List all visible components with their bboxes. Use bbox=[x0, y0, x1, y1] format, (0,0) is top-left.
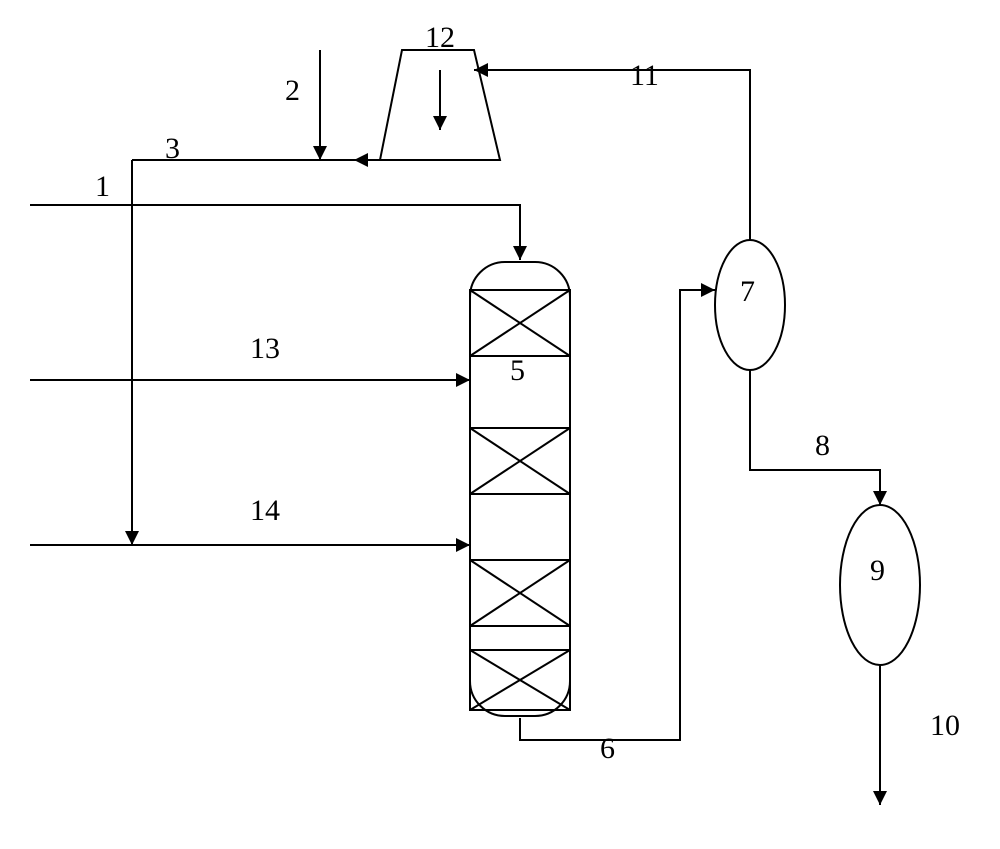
label-1: 1 bbox=[95, 170, 110, 203]
label-7: 7 bbox=[740, 275, 755, 308]
stream-feed-top bbox=[132, 205, 520, 260]
label-5: 5 bbox=[510, 354, 525, 387]
label-14: 14 bbox=[250, 494, 280, 527]
label-13: 13 bbox=[250, 332, 280, 365]
label-9: 9 bbox=[870, 554, 885, 587]
reactor-column bbox=[470, 262, 570, 716]
label-2: 2 bbox=[285, 74, 300, 107]
stream-6 bbox=[520, 290, 715, 740]
label-8: 8 bbox=[815, 429, 830, 462]
label-11: 11 bbox=[630, 59, 659, 92]
label-3: 3 bbox=[165, 132, 180, 165]
label-6: 6 bbox=[600, 732, 615, 765]
label-10: 10 bbox=[930, 709, 960, 742]
label-12: 12 bbox=[425, 21, 455, 54]
stream-11 bbox=[474, 70, 750, 240]
